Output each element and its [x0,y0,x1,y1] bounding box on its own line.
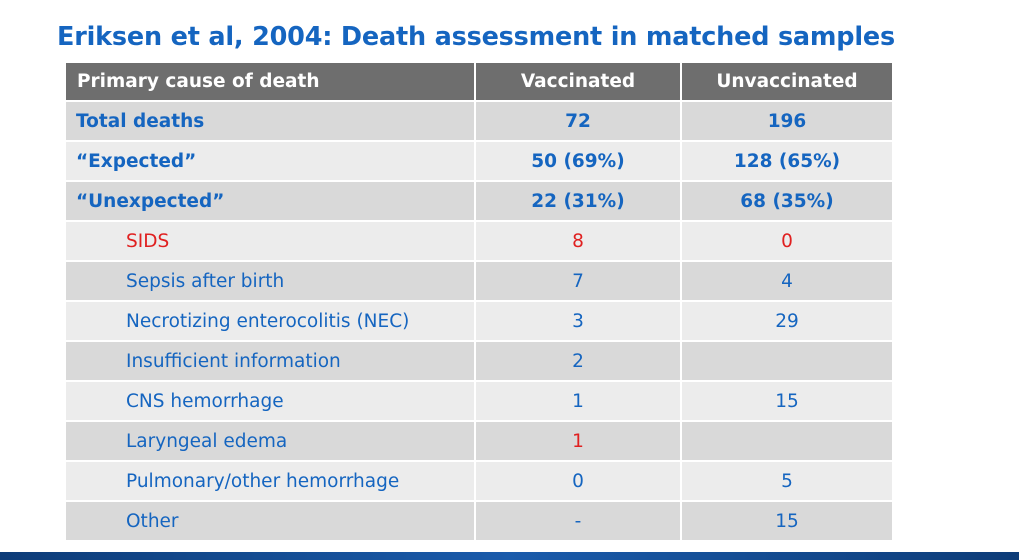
cause-cell: CNS hemorrhage [66,382,476,422]
unvaccinated-cell: 15 [682,502,892,542]
row-total-deaths: Total deaths 72 196 [66,102,892,142]
row-other: Other - 15 [66,502,892,542]
unvaccinated-cell: 128 (65%) [682,142,892,182]
unvaccinated-cell [682,422,892,462]
vaccinated-cell: - [476,502,682,542]
vaccinated-cell: 7 [476,262,682,302]
unvaccinated-cell: 68 (35%) [682,182,892,222]
unvaccinated-cell: 15 [682,382,892,422]
row-laryngeal-edema: Laryngeal edema 1 [66,422,892,462]
cause-cell: Insufficient information [66,342,476,382]
vaccinated-cell: 50 (69%) [476,142,682,182]
unvaccinated-cell: 4 [682,262,892,302]
row-insufficient-info: Insufficient information 2 [66,342,892,382]
header-cause: Primary cause of death [66,63,476,102]
vaccinated-cell: 0 [476,462,682,502]
row-pulmonary-hemorrhage: Pulmonary/other hemorrhage 0 5 [66,462,892,502]
cause-cell: Necrotizing enterocolitis (NEC) [66,302,476,342]
row-expected: “Expected” 50 (69%) 128 (65%) [66,142,892,182]
cause-cell: Pulmonary/other hemorrhage [66,462,476,502]
vaccinated-cell: 22 (31%) [476,182,682,222]
row-sepsis: Sepsis after birth 7 4 [66,262,892,302]
cause-cell: Laryngeal edema [66,422,476,462]
vaccinated-cell: 3 [476,302,682,342]
row-nec: Necrotizing enterocolitis (NEC) 3 29 [66,302,892,342]
cause-cell: Other [66,502,476,542]
row-unexpected: “Unexpected” 22 (31%) 68 (35%) [66,182,892,222]
unvaccinated-cell: 0 [682,222,892,262]
unvaccinated-cell: 196 [682,102,892,142]
unvaccinated-cell: 5 [682,462,892,502]
row-cns-hemorrhage: CNS hemorrhage 1 15 [66,382,892,422]
cause-cell: “Unexpected” [66,182,476,222]
cause-cell: Sepsis after birth [66,262,476,302]
unvaccinated-cell: 29 [682,302,892,342]
vaccinated-cell: 72 [476,102,682,142]
vaccinated-cell: 2 [476,342,682,382]
header-vaccinated: Vaccinated [476,63,682,102]
slide-title: Eriksen et al, 2004: Death assessment in… [57,22,895,52]
unvaccinated-cell [682,342,892,382]
vaccinated-cell: 8 [476,222,682,262]
table-header-row: Primary cause of death Vaccinated Unvacc… [66,63,892,102]
cause-cell: “Expected” [66,142,476,182]
cause-cell: SIDS [66,222,476,262]
death-assessment-table: Primary cause of death Vaccinated Unvacc… [66,63,892,542]
vaccinated-cell: 1 [476,382,682,422]
row-sids: SIDS 8 0 [66,222,892,262]
cause-cell: Total deaths [66,102,476,142]
vaccinated-cell: 1 [476,422,682,462]
header-unvaccinated: Unvaccinated [682,63,892,102]
bottom-accent-bar [0,552,1019,560]
